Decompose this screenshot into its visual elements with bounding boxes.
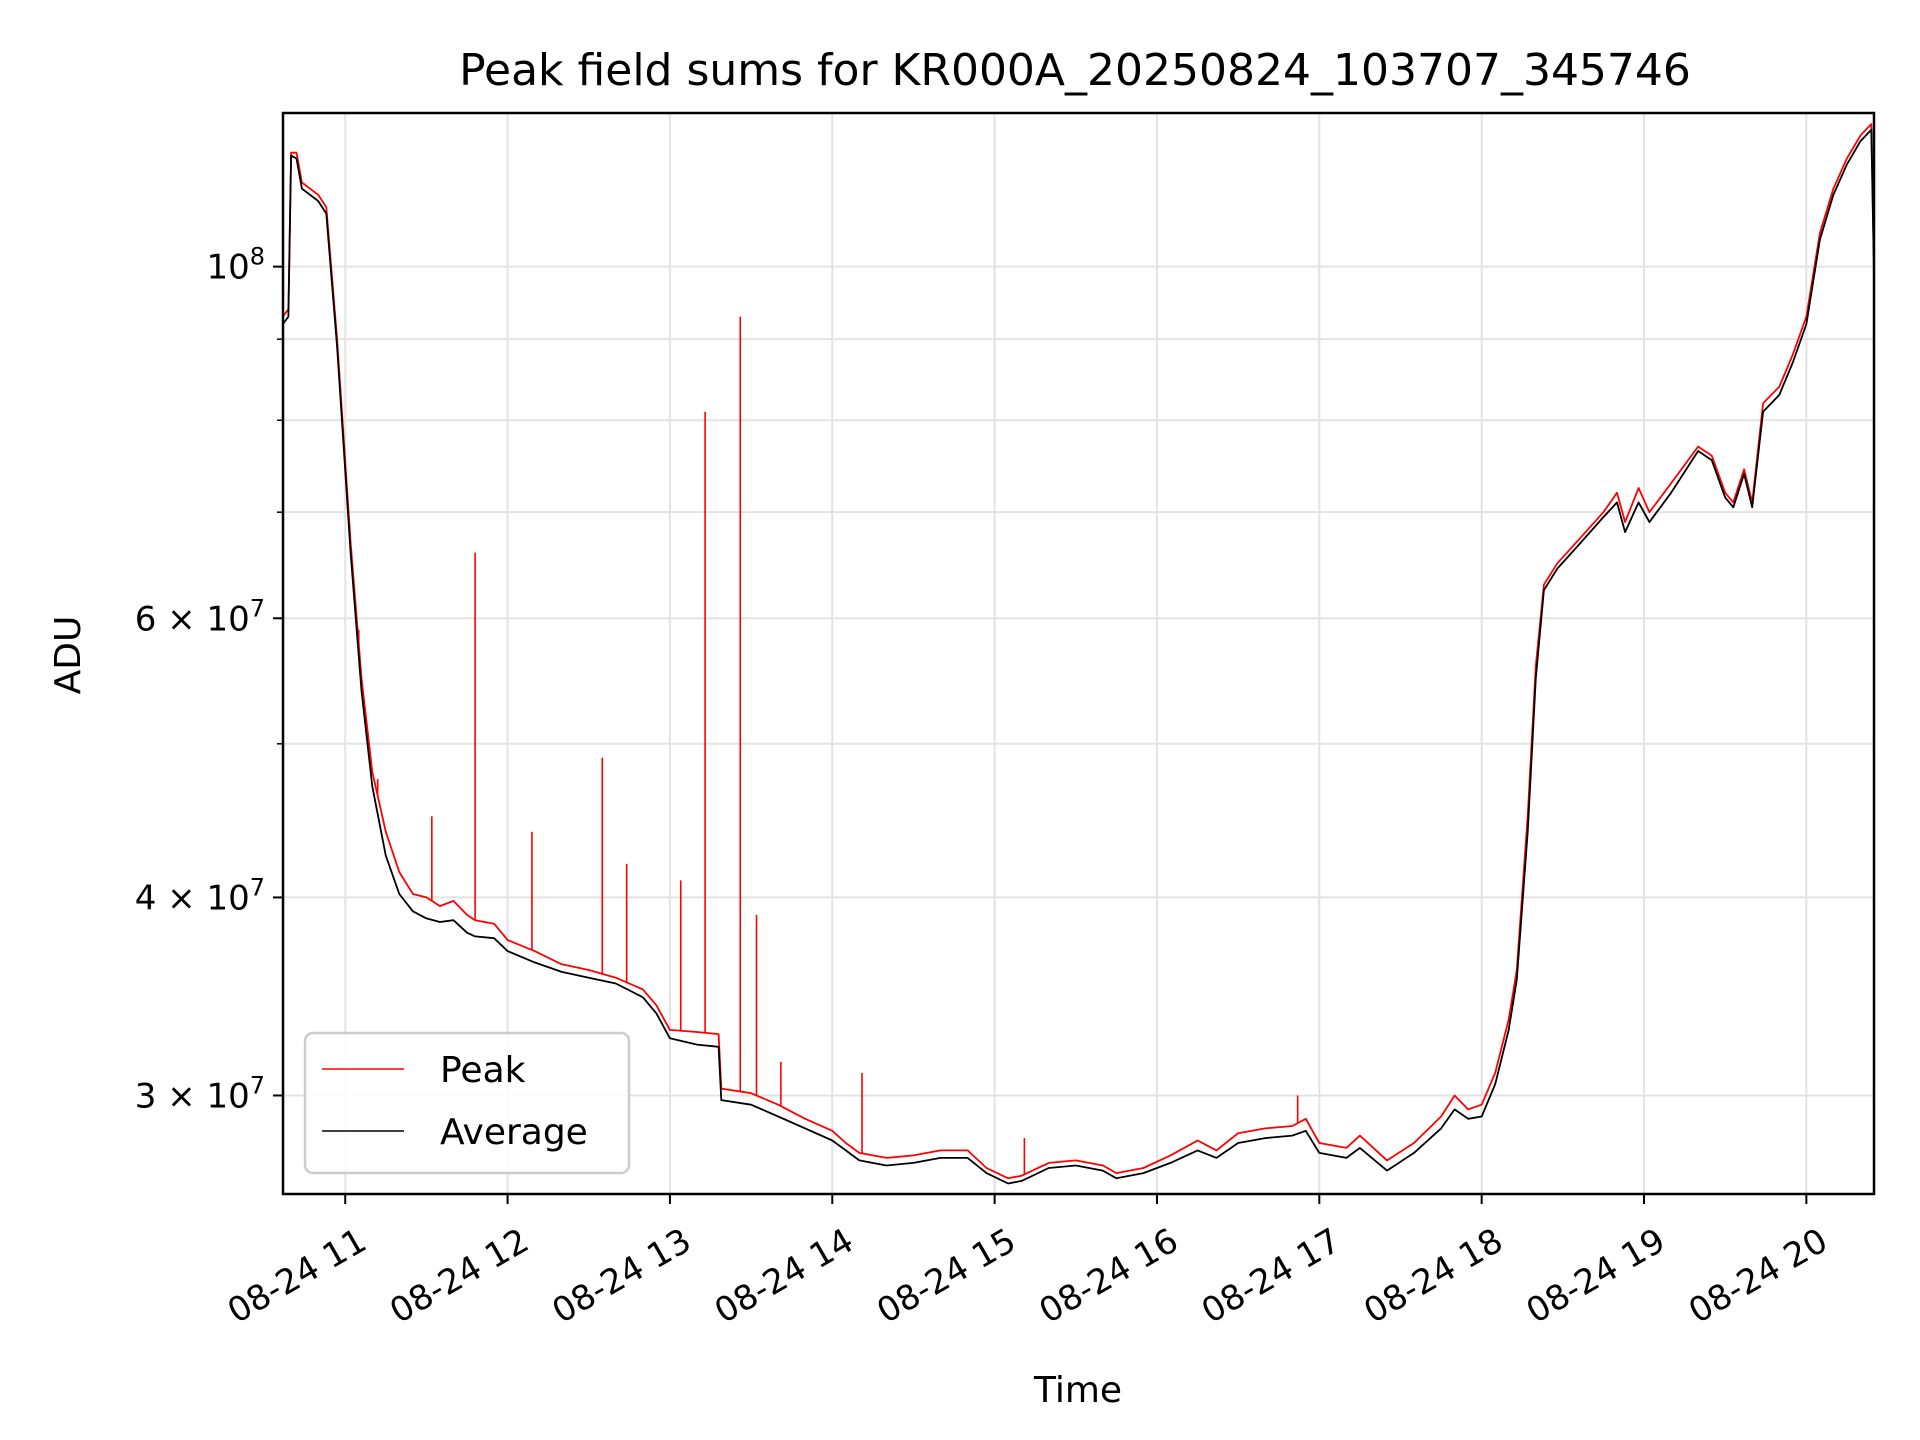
legend: Peak Average: [303, 1031, 631, 1175]
y-tick-label: 6 × 107: [135, 594, 265, 639]
series-line-peak: [282, 123, 1875, 1180]
y-tick-label: 4 × 107: [135, 873, 265, 918]
legend-label-peak: Peak: [440, 1050, 526, 1091]
legend-label-average: Average: [440, 1112, 588, 1153]
legend-box: [303, 1031, 631, 1175]
y-axis-label: ADU: [48, 616, 89, 695]
series-layer: [282, 123, 1875, 1185]
y-tick-label: 108: [206, 243, 265, 288]
grid: [283, 113, 1874, 1194]
plot-frame: [281, 111, 1876, 1196]
x-axis-label: Time: [1033, 1370, 1122, 1411]
chart-title: Peak field sums for KR000A_20250824_1037…: [459, 45, 1691, 96]
y-axis: 3 × 107 4 × 107 6 × 107 108: [135, 243, 283, 1116]
y-tick-label: 3 × 107: [135, 1071, 265, 1116]
series-line-average: [282, 128, 1875, 1185]
